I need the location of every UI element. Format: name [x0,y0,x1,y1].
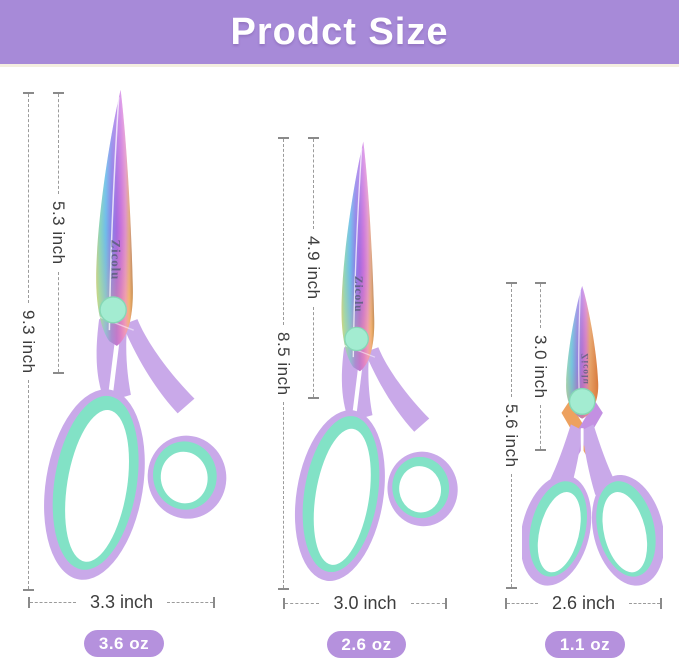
dimension-tick [660,597,663,609]
dimension-tick [307,137,319,139]
dimension-line [507,602,538,604]
dimension-tick [52,372,64,375]
scissors-large-illustration [43,88,230,601]
dimension-total-length-large: 9.3 inch [18,92,38,592]
dimension-label-total-small: 5.6 inch [501,396,521,475]
dimension-tick [52,92,64,94]
dimension-line [539,405,541,450]
dimension-line [629,602,661,604]
dimension-label-blade-small: 3.0 inch [530,327,550,406]
dimension-tick [505,587,517,590]
dimension-tick [28,596,30,608]
dimension-label-total-medium: 8.5 inch [273,324,293,403]
dimension-label-blade-large: 5.3 inch [48,194,68,272]
dimension-line [312,306,314,398]
dimension-line [282,139,284,325]
dimension-line [282,402,284,589]
dimension-blade-length-small: 3.0 inch [530,282,550,452]
dimension-tick [505,282,517,284]
dimension-line [57,271,59,373]
dimension-line [510,474,512,588]
weight-label-large: 3.6 oz [98,633,150,653]
dimension-label-blade-medium: 4.9 inch [303,229,323,307]
dimension-tick [283,597,285,609]
dimension-label-width-large: 3.3 inch [89,591,154,612]
dimension-width-medium: 3.0 inch [283,593,448,613]
dimension-tick [213,596,216,608]
dimension-tick [505,597,507,609]
dimension-line [57,94,59,195]
dimension-tick [22,92,34,94]
dimension-tick [277,588,289,591]
dimension-line [285,602,320,604]
dimension-width-small: 2.6 inch [505,593,663,613]
dimension-tick [534,282,546,284]
weight-label-small: 1.1 oz [559,634,611,654]
dimension-label-width-small: 2.6 inch [551,592,616,613]
dimension-line [410,602,446,604]
dimension-tick [307,397,319,400]
dimension-line [27,94,29,303]
dimension-total-length-medium: 8.5 inch [273,137,293,591]
dimension-line [30,601,76,603]
dimension-label-width-medium: 3.0 inch [333,592,397,613]
dimension-line [167,601,214,603]
dimension-tick [277,137,289,139]
title-banner: Prodct Size [0,0,679,67]
weight-label-medium: 2.6 oz [341,634,392,654]
page-title: Prodct Size [230,10,449,53]
weight-badge-small: 1.1 oz [545,631,625,658]
dimension-line [27,380,29,590]
dimension-tick [445,597,448,609]
weight-badge-large: 3.6 oz [84,630,164,657]
dimension-width-large: 3.3 inch [28,592,216,612]
dimension-blade-length-large: 5.3 inch [48,92,68,375]
dimension-total-length-small: 5.6 inch [501,282,521,590]
dimension-line [312,139,314,230]
dimension-line [510,284,512,397]
dimension-blade-length-medium: 4.9 inch [303,137,323,400]
dimension-label-total-large: 9.3 inch [18,302,38,381]
dimension-tick [534,449,546,452]
dimension-tick [22,589,34,592]
weight-badge-medium: 2.6 oz [327,631,406,658]
dimension-line [539,284,541,328]
